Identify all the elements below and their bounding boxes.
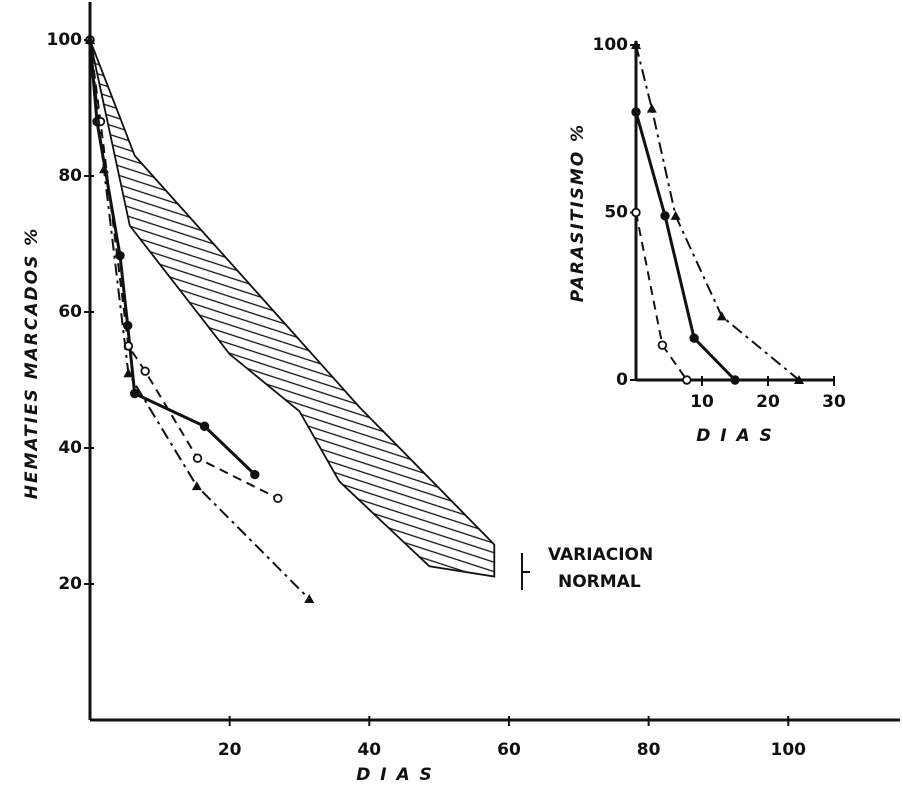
x-tick-label: 60: [497, 740, 521, 760]
y-tick-label: 20: [58, 574, 82, 594]
x-axis-label: D I A S: [696, 426, 774, 446]
point: [670, 210, 681, 220]
x-tick-label: 30: [822, 392, 846, 412]
point: [123, 368, 134, 378]
normal-band: [89, 39, 496, 578]
y-axis-label: HEMATIES MARCADOS %: [22, 227, 42, 500]
point: [657, 340, 668, 350]
y-tick-label: 60: [58, 302, 82, 322]
y-tick-label: 80: [58, 166, 82, 186]
point: [129, 388, 140, 399]
y-tick-label: 50: [604, 203, 628, 223]
y-tick-label: 40: [58, 438, 82, 458]
point: [631, 207, 641, 218]
series-line: [89, 39, 279, 500]
point: [631, 40, 641, 49]
point: [140, 366, 150, 376]
point: [794, 375, 805, 384]
point: [730, 375, 740, 385]
y-tick-label: 0: [616, 370, 628, 390]
y-tick-label: 100: [47, 30, 83, 50]
point: [689, 333, 699, 343]
x-tick-label: 100: [771, 740, 807, 760]
point: [250, 469, 260, 480]
x-tick-label: 20: [218, 740, 242, 760]
point: [631, 107, 641, 117]
annotation: NORMAL: [558, 572, 641, 592]
point: [192, 453, 203, 463]
series-line: [635, 44, 800, 381]
y-axis-label: PARASITISMO %: [568, 123, 588, 302]
point: [199, 421, 210, 431]
point: [716, 311, 727, 321]
x-tick-label: 20: [756, 392, 780, 412]
annotation: VARIACION: [548, 545, 653, 565]
x-axis-label: D I A S: [356, 765, 434, 785]
x-tick-label: 40: [357, 740, 381, 760]
x-tick-label: 10: [690, 392, 714, 412]
point: [660, 211, 670, 221]
bracket: [521, 553, 530, 590]
series-line: [634, 111, 737, 382]
x-tick-label: 80: [637, 740, 661, 760]
y-tick-label: 100: [593, 35, 629, 55]
point: [273, 493, 283, 504]
point: [85, 35, 95, 44]
point: [191, 481, 202, 491]
point: [646, 103, 657, 113]
series-line: [635, 212, 688, 381]
point: [682, 375, 692, 385]
point: [98, 164, 109, 174]
point: [304, 593, 315, 603]
